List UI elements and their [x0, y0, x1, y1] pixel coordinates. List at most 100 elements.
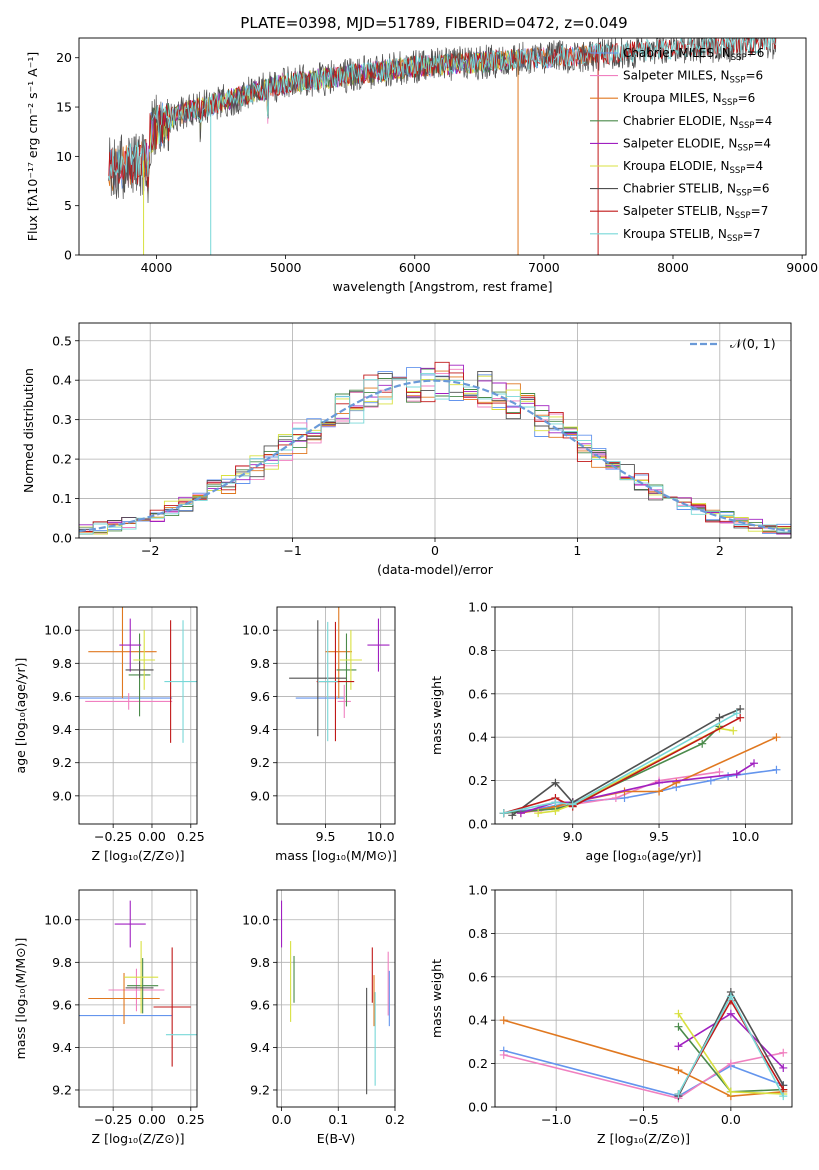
y-tick-label: 9.2	[52, 1082, 72, 1097]
y-axis-label: mass weight	[429, 676, 444, 755]
axes-frame	[276, 606, 396, 825]
weight-marker	[772, 733, 781, 742]
x-axis-label: wavelength [Angstrom, rest frame]	[332, 279, 552, 294]
y-tick-label: 9.4	[250, 1040, 270, 1055]
legend-label: Chabrier STELIB, NSSP=6	[623, 182, 770, 199]
weight-marker	[499, 1016, 508, 1025]
x-tick-label: 0.00	[138, 1112, 166, 1127]
y-tick-label: 0.6	[468, 969, 488, 984]
legend-label: Salpeter STELIB, NSSP=7	[623, 204, 768, 221]
x-axis-label: Z [log₁₀(Z/Z⊙)]	[92, 1131, 185, 1146]
age_vs_mass-panel: 9.5 10.0 9.0 9.2 9.4 9.6 9.8 10.0 mass [log₁₀(M/…	[242, 606, 397, 863]
weight-marker	[726, 992, 735, 1001]
y-tick-label: 20	[56, 50, 72, 65]
y-tick-label: 10.0	[242, 912, 270, 927]
y-tick-label: 10.0	[44, 623, 72, 638]
residuals-panel: −2 −1 0 1 2 0.0 0.1 0.2 0.3 0.4 0.5 (data-model)/er…	[21, 322, 792, 577]
weight-marker	[779, 1092, 788, 1101]
x-axis-label: mass [log₁₀(M/M⊙)]	[275, 848, 397, 863]
gaussian-curve	[78, 379, 792, 533]
age_vs_Z-panel: −0.25 0.00 0.25 9.0 9.2 9.4 9.6 9.8 10.0 Z [log₁₀…	[13, 606, 205, 863]
axes-frame	[276, 889, 396, 1108]
x-tick-label: 2	[716, 543, 724, 558]
x-tick-label: 7000	[528, 260, 560, 275]
weight-marker	[750, 759, 759, 768]
x-tick-label: 0.00	[138, 829, 166, 844]
x-axis-label: Z [log₁₀(Z/Z⊙)]	[597, 1131, 690, 1146]
weight-marker	[726, 1059, 735, 1068]
y-tick-label: 1.0	[468, 883, 488, 898]
weight-marker	[736, 713, 745, 722]
spectrum-series-7	[108, 38, 777, 188]
legend-label: Chabrier MILES, NSSP=6	[623, 46, 764, 63]
weight-marker	[736, 704, 745, 713]
spectrum-panel: 4000 5000 6000 7000 8000 9000 0 5 10 15 20 waveleng…	[25, 37, 818, 294]
y-tick-label: 0.4	[468, 730, 488, 745]
weight-marker	[551, 798, 560, 807]
x-tick-label: 10.0	[367, 829, 395, 844]
y-tick-label: 9.8	[52, 656, 72, 671]
legend-label-gauss: 𝒩(0, 1)	[730, 336, 776, 351]
y-tick-label: 9.6	[250, 689, 270, 704]
x-tick-label: 0.0	[721, 1112, 741, 1127]
spectrum-series-8	[108, 38, 777, 181]
y-tick-label: 9.6	[250, 997, 270, 1012]
mass_vs_ebv-panel: 0.0 0.1 0.2 9.2 9.4 9.6 9.8 10.0 E(B-V)	[242, 889, 405, 1146]
y-tick-label: 0.0	[468, 1100, 488, 1115]
legend-label: Kroupa STELIB, NSSP=7	[623, 227, 761, 244]
legend-label: Chabrier ELODIE, NSSP=4	[623, 114, 772, 131]
weight-marker	[674, 1042, 683, 1051]
y-tick-label: 9.4	[52, 1040, 72, 1055]
weight-marker	[779, 1048, 788, 1057]
weight-marker	[715, 767, 724, 776]
x-tick-label: 0.2	[385, 1112, 405, 1127]
weight-marker	[551, 778, 560, 787]
axes-frame	[78, 322, 792, 539]
y-tick-label: 9.6	[52, 689, 72, 704]
x-tick-label: −1	[283, 543, 301, 558]
y-tick-label: 9.4	[52, 722, 72, 737]
y-tick-label: 0.4	[52, 373, 72, 388]
x-tick-label: 9.0	[563, 829, 583, 844]
y-tick-label: 0.5	[52, 333, 72, 348]
mass_weight_vs_age-panel: 9.0 9.5 10.0 0.0 0.2 0.4 0.6 0.8 1.0 age [log₁₀(a…	[429, 600, 793, 863]
y-tick-label: 0.8	[468, 926, 488, 941]
x-tick-label: −0.25	[94, 1112, 132, 1127]
x-tick-label: −1.0	[541, 1112, 571, 1127]
weight-marker	[724, 772, 733, 781]
y-tick-label: 9.0	[250, 788, 270, 803]
x-tick-label: −0.5	[628, 1112, 658, 1127]
y-tick-label: 0.6	[468, 686, 488, 701]
weight-marker	[655, 787, 664, 796]
y-tick-label: 9.0	[52, 788, 72, 803]
x-axis-label: E(B-V)	[317, 1131, 356, 1146]
weight-marker	[732, 709, 741, 718]
legend-label: Salpeter MILES, NSSP=6	[623, 69, 763, 86]
x-tick-label: 0.25	[177, 829, 205, 844]
weight-marker	[674, 1066, 683, 1075]
y-tick-label: 0.1	[52, 491, 72, 506]
y-tick-label: 0.4	[468, 1013, 488, 1028]
figure-title: PLATE=0398, MJD=51789, FIBERID=0472, z=0…	[240, 14, 627, 32]
axes-frame	[494, 889, 793, 1108]
y-tick-label: 0.8	[468, 643, 488, 658]
weight-marker	[516, 809, 525, 818]
y-tick-label: 0.2	[468, 773, 488, 788]
x-axis-label: age [log₁₀(age/yr)]	[586, 848, 702, 863]
x-tick-label: 5000	[270, 260, 302, 275]
y-tick-label: 9.8	[250, 656, 270, 671]
mass_weight_vs_Z-panel: −1.0 −0.5 0.0 0.0 0.2 0.4 0.6 0.8 1.0 Z [log₁₀(Z/…	[429, 883, 793, 1146]
x-tick-label: 9.5	[316, 829, 336, 844]
x-tick-label: 0.1	[328, 1112, 348, 1127]
legend-label: Kroupa ELODIE, NSSP=4	[623, 159, 763, 176]
x-tick-label: 4000	[141, 260, 173, 275]
y-tick-label: 9.2	[52, 755, 72, 770]
x-tick-label: 8000	[657, 260, 689, 275]
weight-line-2	[503, 1019, 784, 1098]
y-axis-label: Normed distribution	[21, 368, 36, 493]
weight-marker	[726, 1009, 735, 1018]
weight-line-6	[511, 708, 741, 816]
y-tick-label: 15	[56, 100, 72, 115]
weight-line-1	[503, 1052, 784, 1100]
x-tick-label: 9.5	[649, 829, 669, 844]
